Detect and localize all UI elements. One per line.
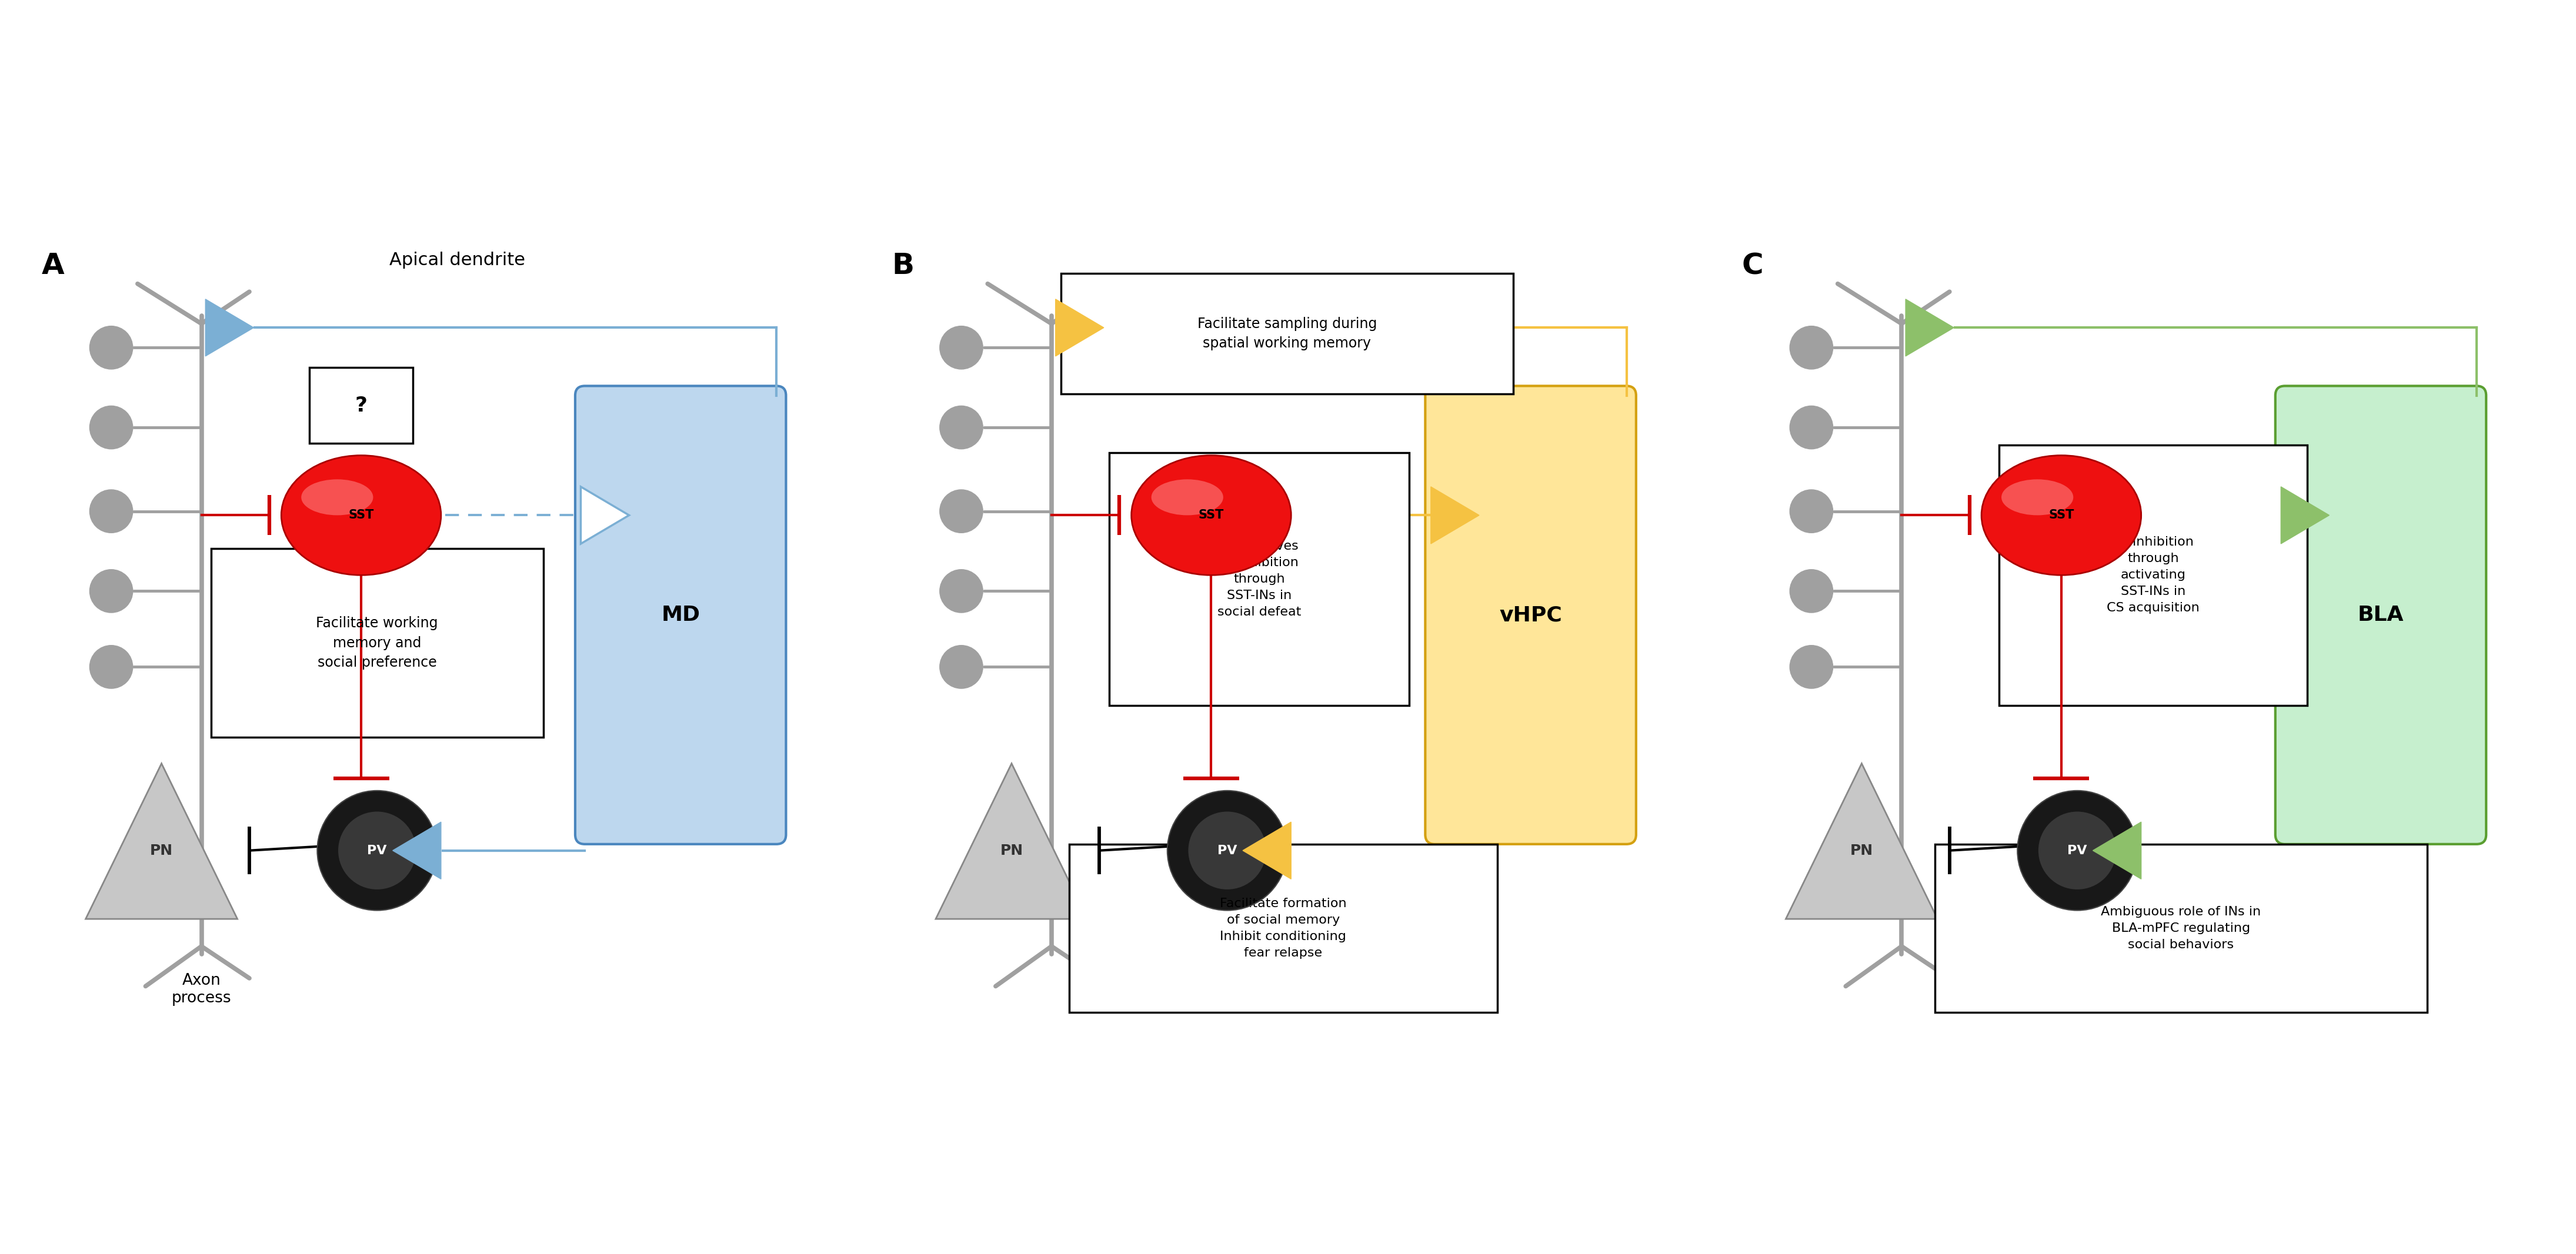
Circle shape bbox=[1188, 811, 1267, 889]
Text: PV: PV bbox=[1218, 845, 1236, 856]
Polygon shape bbox=[1906, 300, 1955, 356]
Circle shape bbox=[1790, 406, 1834, 449]
FancyBboxPatch shape bbox=[2275, 386, 2486, 844]
Ellipse shape bbox=[2002, 479, 2074, 515]
Text: Facilitate sampling during
spatial working memory: Facilitate sampling during spatial worki… bbox=[1198, 317, 1378, 351]
Polygon shape bbox=[935, 764, 1087, 919]
Text: Ambiguous role of INs in
BLA-mPFC regulating
social behaviors: Ambiguous role of INs in BLA-mPFC regula… bbox=[2102, 905, 2262, 951]
Ellipse shape bbox=[1151, 479, 1224, 515]
Text: MD: MD bbox=[662, 604, 701, 624]
Circle shape bbox=[940, 646, 984, 688]
Polygon shape bbox=[580, 487, 629, 544]
Circle shape bbox=[1790, 646, 1834, 688]
Text: SST: SST bbox=[2048, 509, 2074, 522]
Text: SST: SST bbox=[348, 509, 374, 522]
Text: C: C bbox=[1741, 252, 1765, 280]
Text: SST: SST bbox=[1198, 509, 1224, 522]
Circle shape bbox=[1790, 326, 1834, 369]
Text: Axon
process: Axon process bbox=[173, 973, 232, 1006]
Circle shape bbox=[90, 490, 134, 533]
Ellipse shape bbox=[1131, 455, 1291, 576]
Polygon shape bbox=[2280, 487, 2329, 544]
FancyBboxPatch shape bbox=[1999, 445, 2308, 705]
Circle shape bbox=[1790, 569, 1834, 613]
FancyBboxPatch shape bbox=[309, 367, 412, 444]
Circle shape bbox=[940, 326, 984, 369]
Circle shape bbox=[337, 811, 417, 889]
Polygon shape bbox=[1242, 821, 1291, 879]
Circle shape bbox=[1790, 490, 1834, 533]
Circle shape bbox=[90, 406, 134, 449]
FancyBboxPatch shape bbox=[1110, 453, 1409, 705]
Circle shape bbox=[940, 490, 984, 533]
Text: vHPC drives
disinhibition
through
SST-INs in
social defeat: vHPC drives disinhibition through SST-IN… bbox=[1218, 540, 1301, 618]
Circle shape bbox=[940, 406, 984, 449]
Text: Facilitate formation
of social memory
Inhibit conditioning
fear relapse: Facilitate formation of social memory In… bbox=[1218, 898, 1347, 959]
FancyBboxPatch shape bbox=[1935, 844, 2427, 1012]
Text: BLA: BLA bbox=[2357, 604, 2403, 624]
FancyBboxPatch shape bbox=[211, 549, 544, 737]
Ellipse shape bbox=[281, 455, 440, 576]
Circle shape bbox=[940, 569, 984, 613]
Text: ?: ? bbox=[355, 395, 368, 415]
FancyBboxPatch shape bbox=[1069, 844, 1497, 1012]
Polygon shape bbox=[2092, 821, 2141, 879]
Ellipse shape bbox=[1981, 455, 2141, 576]
FancyBboxPatch shape bbox=[1425, 386, 1636, 844]
Text: Apical dendrite: Apical dendrite bbox=[389, 252, 526, 268]
Circle shape bbox=[90, 646, 134, 688]
FancyBboxPatch shape bbox=[574, 386, 786, 844]
Text: vHPC: vHPC bbox=[1499, 604, 1561, 624]
Circle shape bbox=[90, 326, 134, 369]
Polygon shape bbox=[1785, 764, 1937, 919]
Text: PN: PN bbox=[1850, 844, 1873, 858]
FancyBboxPatch shape bbox=[1061, 273, 1512, 394]
Polygon shape bbox=[392, 821, 440, 879]
Polygon shape bbox=[85, 764, 237, 919]
Circle shape bbox=[317, 790, 438, 910]
Text: PN: PN bbox=[149, 844, 173, 858]
Circle shape bbox=[2038, 811, 2117, 889]
Ellipse shape bbox=[301, 479, 374, 515]
Circle shape bbox=[90, 569, 134, 613]
Circle shape bbox=[2017, 790, 2138, 910]
Polygon shape bbox=[206, 300, 255, 356]
Text: PV: PV bbox=[368, 845, 386, 856]
Text: A: A bbox=[41, 252, 64, 280]
Polygon shape bbox=[1056, 300, 1105, 356]
Circle shape bbox=[1167, 790, 1288, 910]
Polygon shape bbox=[1785, 764, 1937, 919]
Text: Facilitate working
memory and
social preference: Facilitate working memory and social pre… bbox=[317, 616, 438, 670]
Polygon shape bbox=[935, 764, 1087, 919]
Text: B: B bbox=[891, 252, 914, 280]
Text: PN: PN bbox=[999, 844, 1023, 858]
Text: Disinhibition
through
activating
SST-INs in
CS acquisition: Disinhibition through activating SST-INs… bbox=[2107, 537, 2200, 614]
Polygon shape bbox=[85, 764, 237, 919]
Text: PV: PV bbox=[2069, 845, 2087, 856]
Polygon shape bbox=[1430, 487, 1479, 544]
